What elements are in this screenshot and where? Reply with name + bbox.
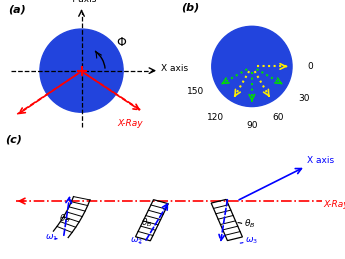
Text: X axis: X axis	[161, 64, 188, 73]
Text: (a): (a)	[8, 4, 26, 15]
Text: $\theta_B$: $\theta_B$	[141, 217, 152, 229]
Text: X-Ray: X-Ray	[324, 200, 345, 209]
Circle shape	[212, 26, 292, 106]
Circle shape	[40, 29, 123, 112]
Text: X-Ray: X-Ray	[118, 119, 144, 128]
Text: 30: 30	[298, 94, 309, 103]
Text: $\theta_B$: $\theta_B$	[59, 213, 71, 225]
Text: $\omega_3$: $\omega_3$	[245, 236, 258, 247]
Text: Y axis: Y axis	[70, 0, 97, 4]
Text: 90: 90	[246, 121, 258, 130]
Text: Φ: Φ	[116, 36, 126, 49]
Text: 120: 120	[207, 113, 224, 123]
Text: $\omega_1$: $\omega_1$	[45, 232, 58, 243]
Text: 0: 0	[307, 62, 313, 71]
Text: (b): (b)	[181, 3, 199, 13]
Text: $\omega_2$: $\omega_2$	[130, 236, 144, 247]
Text: (c): (c)	[5, 134, 22, 145]
Text: X axis: X axis	[307, 156, 334, 165]
Text: $\theta_B$: $\theta_B$	[244, 218, 256, 230]
Text: 60: 60	[273, 113, 284, 123]
Text: 150: 150	[187, 88, 204, 96]
